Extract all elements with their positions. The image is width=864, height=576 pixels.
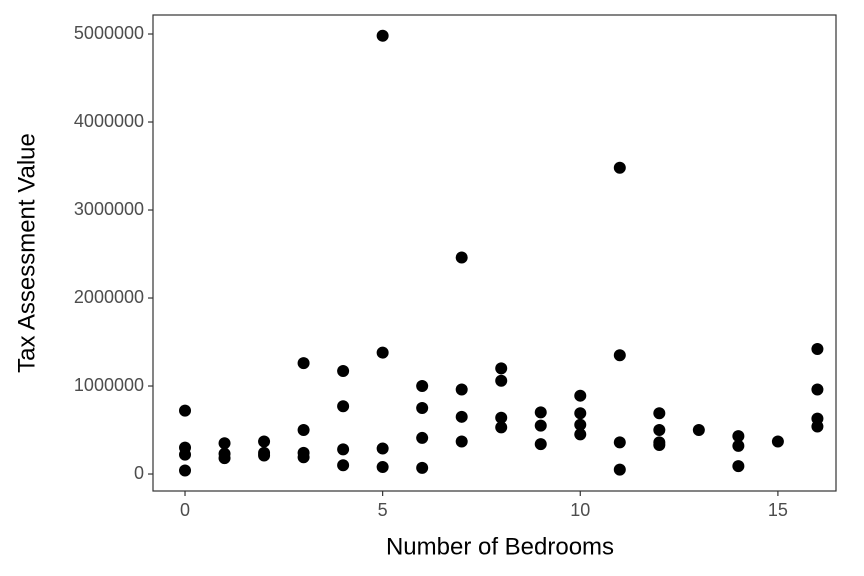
point [258, 435, 271, 448]
point [574, 407, 587, 420]
point [574, 428, 587, 441]
point [692, 424, 705, 437]
point [337, 443, 350, 456]
point [337, 459, 350, 472]
point [653, 407, 666, 420]
point [811, 420, 824, 433]
y-tick-label: 5000000 [74, 23, 144, 43]
point [337, 365, 350, 378]
point [218, 437, 231, 450]
point [732, 460, 745, 473]
y-tick-label: 0 [134, 463, 144, 483]
point [376, 442, 389, 455]
point [495, 374, 508, 387]
x-tick-label: 10 [570, 500, 590, 520]
point [179, 464, 192, 477]
point [416, 380, 429, 393]
y-axis-title: Tax Assessment Value [13, 133, 40, 373]
point [534, 419, 547, 432]
y-tick-label: 4000000 [74, 111, 144, 131]
panel-border [152, 14, 837, 492]
point [574, 389, 587, 402]
point [376, 346, 389, 359]
point [811, 343, 824, 356]
point [297, 451, 310, 464]
point [653, 438, 666, 451]
point [534, 438, 547, 451]
point [297, 424, 310, 437]
point [455, 435, 468, 448]
y-tick-label: 1000000 [74, 375, 144, 395]
point [732, 439, 745, 452]
point [258, 449, 271, 462]
point [534, 406, 547, 419]
point [179, 404, 192, 417]
point [574, 418, 587, 431]
point [455, 383, 468, 396]
point [811, 383, 824, 396]
x-axis-title: Number of Bedrooms [386, 533, 614, 560]
point [613, 436, 626, 449]
point [455, 410, 468, 423]
x-tick-label: 5 [378, 500, 388, 520]
point [613, 161, 626, 174]
x-tick-label: 15 [768, 500, 788, 520]
point [771, 435, 784, 448]
point [732, 430, 745, 443]
point [455, 251, 468, 264]
point [179, 448, 192, 461]
point [613, 463, 626, 476]
point [495, 411, 508, 424]
point [337, 400, 350, 413]
point [416, 431, 429, 444]
y-tick-label: 3000000 [74, 199, 144, 219]
point [653, 424, 666, 437]
point [613, 349, 626, 362]
point [376, 29, 389, 42]
point [376, 460, 389, 473]
x-tick-label: 0 [180, 500, 190, 520]
point [416, 461, 429, 474]
y-tick-label: 2000000 [74, 287, 144, 307]
point [495, 362, 508, 375]
point [416, 402, 429, 415]
point [495, 421, 508, 434]
point [297, 357, 310, 370]
point [218, 452, 231, 465]
